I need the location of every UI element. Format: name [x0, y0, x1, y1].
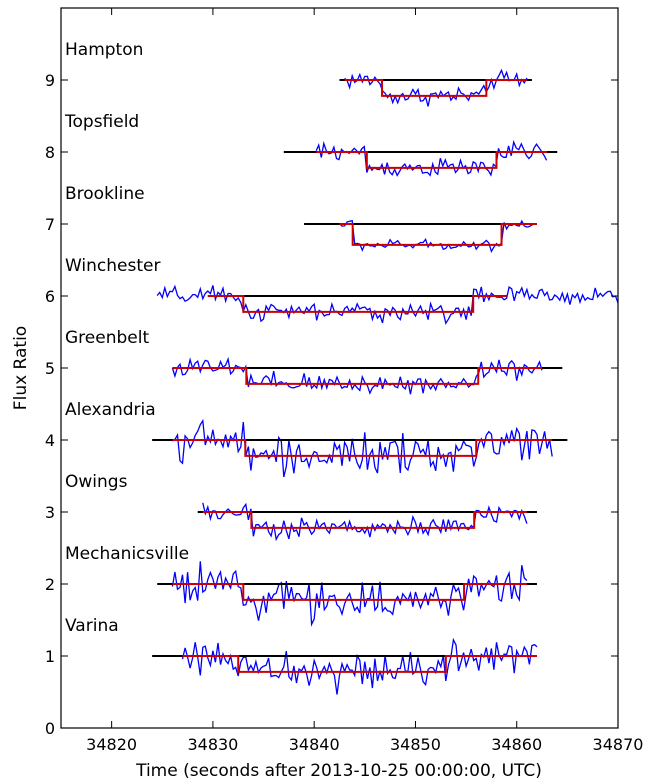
- x-tick-label-34840: 34840: [289, 735, 340, 754]
- x-tick-label-34820: 34820: [86, 735, 137, 754]
- station-label-owings: Owings: [65, 472, 128, 492]
- model-line-hampton: [344, 79, 527, 97]
- model-line-topsfield: [316, 151, 548, 169]
- model-line-greenbelt: [172, 367, 543, 385]
- model-line-alexandria: [172, 439, 553, 457]
- data-line-greenbelt: [171, 356, 543, 395]
- series-layer: [152, 68, 618, 695]
- data-line-topsfield: [315, 139, 548, 177]
- y-tick-label-9: 9: [45, 71, 55, 90]
- y-tick-label-3: 3: [45, 503, 55, 522]
- station-label-hampton: Hampton: [65, 40, 143, 60]
- data-line-mechanicsville: [171, 561, 528, 627]
- data-line-varina: [181, 637, 538, 695]
- station-greenbelt: [171, 356, 563, 395]
- y-tick-label-6: 6: [45, 287, 55, 306]
- model-line-owings: [202, 511, 527, 529]
- model-line-winchester: [207, 295, 507, 313]
- data-line-brookline: [339, 219, 538, 254]
- y-tick-label-4: 4: [45, 431, 55, 450]
- y-tick-label-0: 0: [45, 719, 55, 738]
- station-label-varina: Varina: [65, 616, 119, 636]
- station-label-topsfield: Topsfield: [64, 112, 139, 132]
- y-tick-label-7: 7: [45, 215, 55, 234]
- y-axis: 0 1 2 3 4 5 6 7 8 9: [45, 71, 618, 738]
- model-line-varina: [182, 655, 537, 673]
- y-tick-label-5: 5: [45, 359, 55, 378]
- x-axis: 34820 34830 34840 34850 34860 34870: [86, 8, 643, 754]
- y-tick-label-8: 8: [45, 143, 55, 162]
- station-label-greenbelt: Greenbelt: [65, 328, 149, 348]
- station-topsfield: [283, 139, 558, 177]
- station-label-winchester: Winchester: [65, 256, 160, 276]
- station-hampton: [339, 68, 532, 107]
- station-label-brookline: Brookline: [65, 184, 145, 204]
- x-tick-label-34830: 34830: [187, 735, 238, 754]
- station-label-alexandria: Alexandria: [65, 400, 156, 420]
- data-line-hampton: [344, 68, 528, 107]
- x-tick-label-34850: 34850: [390, 735, 441, 754]
- station-label-mechanicsville: Mechanicsville: [65, 544, 189, 564]
- station-brookline: [304, 219, 538, 254]
- data-line-winchester: [156, 284, 618, 325]
- model-line-mechanicsville: [172, 583, 527, 601]
- x-axis-label: Time (seconds after 2013-10-25 00:00:00,…: [135, 761, 542, 781]
- station-varina: [152, 637, 538, 695]
- station-alexandria: [152, 418, 568, 478]
- station-mechanicsville: [157, 561, 537, 627]
- station-labels-layer: Hampton Topsfield Brookline Winchester Green…: [64, 40, 189, 636]
- x-tick-label-34870: 34870: [593, 735, 644, 754]
- y-tick-label-2: 2: [45, 575, 55, 594]
- station-owings: [197, 502, 537, 542]
- y-tick-label-1: 1: [45, 647, 55, 666]
- model-line-brookline: [339, 223, 537, 246]
- y-axis-label: Flux Ratio: [11, 326, 31, 410]
- station-winchester: [156, 284, 618, 325]
- data-line-alexandria: [172, 418, 553, 478]
- x-tick-label-34860: 34860: [491, 735, 542, 754]
